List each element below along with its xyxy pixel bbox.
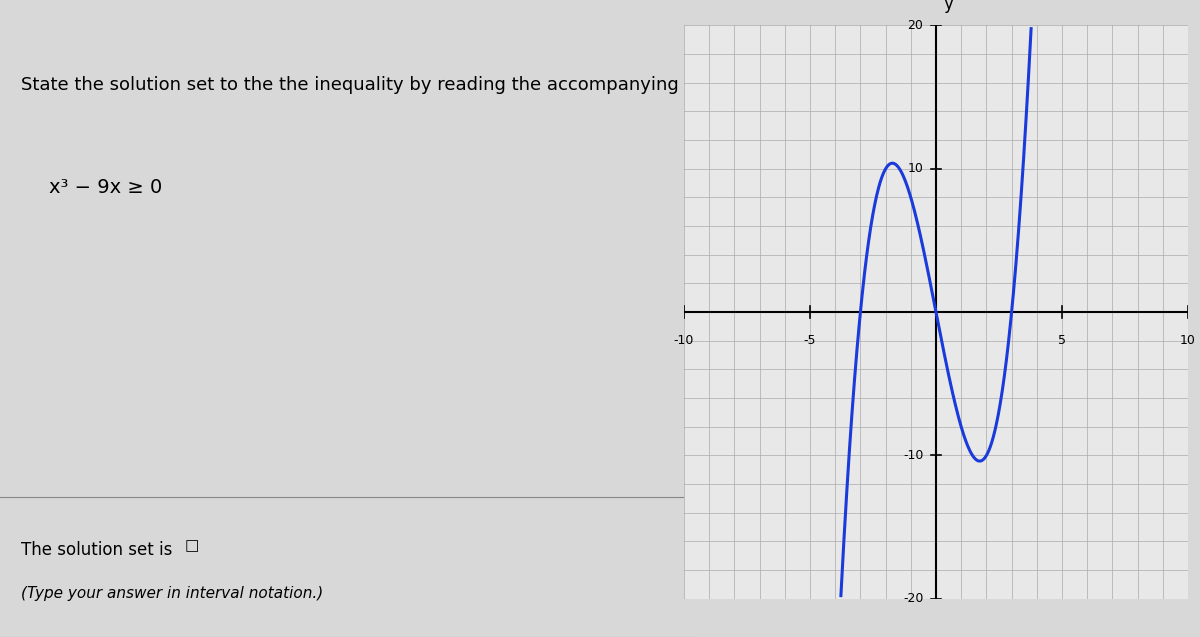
Text: 10: 10 [907,162,924,175]
Text: State the solution set to the the inequality by reading the accompanying graph.: State the solution set to the the inequa… [20,76,743,94]
Text: y: y [943,0,954,13]
Text: □: □ [185,538,199,554]
Text: The solution set is: The solution set is [20,541,173,559]
Text: 20: 20 [907,19,924,32]
Text: -10: -10 [904,449,924,462]
Text: (Type your answer in interval notation.): (Type your answer in interval notation.) [20,586,323,601]
Text: 5: 5 [1058,334,1066,347]
Text: x³ − 9x ≥ 0: x³ − 9x ≥ 0 [49,178,162,197]
Text: -20: -20 [904,592,924,605]
Text: -10: -10 [674,334,694,347]
Text: 10: 10 [1180,334,1196,347]
Text: -5: -5 [804,334,816,347]
